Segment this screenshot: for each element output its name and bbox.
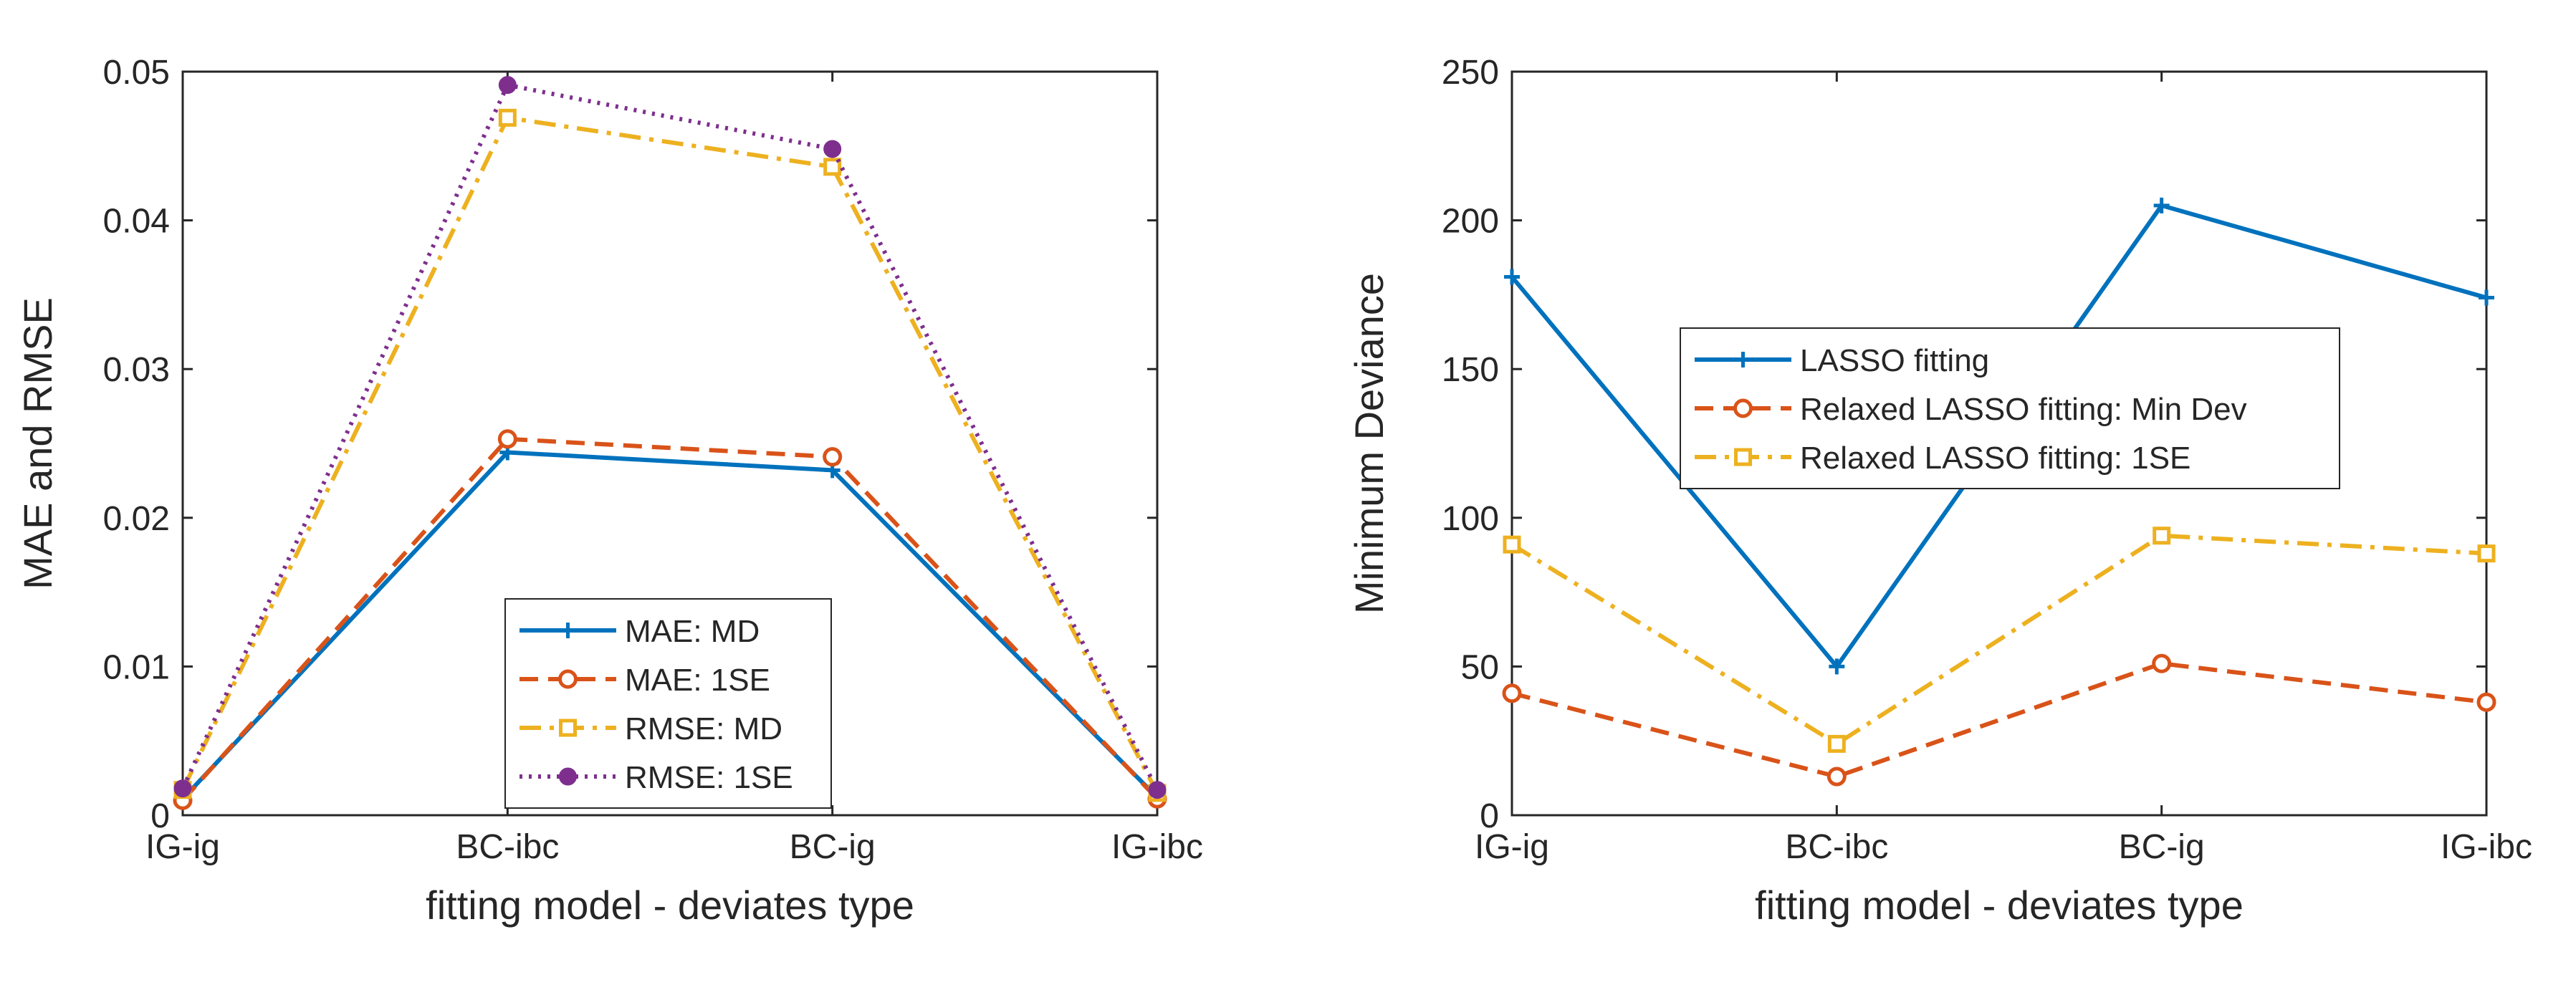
y-tick-label: 100	[1442, 500, 1499, 538]
legend-marker	[1734, 448, 1752, 466]
series-2	[1502, 653, 2496, 787]
data-point	[2479, 289, 2494, 306]
legend: MAE: MD MAE: 1SE RMSE: MD RMSE: 1SE	[504, 598, 832, 809]
legend-label: Relaxed LASSO fitting: 1SE	[1800, 441, 2190, 476]
x-tick-label: IG-ig	[145, 828, 220, 866]
series-line	[181, 450, 1159, 801]
data-point	[2476, 692, 2496, 712]
series-4	[173, 76, 1167, 799]
data-point	[1504, 269, 1520, 285]
data-point	[1826, 767, 1847, 787]
data-point	[823, 140, 842, 158]
chart-2: 0 50 100 150 200 250 IG-ig BC-ibc BC-ig IG-ibc fit…	[1346, 54, 2532, 928]
plot-area-frame	[181, 70, 1159, 817]
legend-marker	[560, 623, 576, 638]
y-tick-label: 0.04	[103, 203, 170, 241]
y-tick-label: 0.01	[103, 648, 170, 686]
data-point	[2153, 197, 2170, 213]
x-tick-label: IG-ig	[1475, 828, 1549, 866]
data-point	[498, 108, 517, 127]
y-tick-label: 50	[1461, 648, 1499, 686]
y-tick-label: 0	[150, 797, 170, 835]
x-axis-label: fitting model - deviates type	[426, 883, 914, 928]
y-axis-label: MAE and RMSE	[15, 297, 60, 590]
legend-label: MAE: 1SE	[625, 663, 770, 698]
chart-1: 0 0.01 0.02 0.03 0.04 0.05 IG-ig BC-ibc BC-ig IG-…	[15, 54, 1203, 928]
series-line	[1510, 533, 2487, 746]
series-line	[1511, 661, 2487, 779]
x-tick-label: BC-ig	[2119, 828, 2205, 866]
legend-label: MAE: MD	[625, 614, 760, 649]
data-point	[498, 76, 517, 95]
x-axis-label: fitting model - deviates type	[1755, 883, 2244, 928]
data-point	[2153, 527, 2171, 545]
data-point	[173, 779, 192, 798]
series-3	[1503, 527, 2496, 753]
y-tick-label: 0	[1480, 797, 1499, 835]
data-point	[1503, 535, 1521, 554]
y-tick-label: 0.02	[103, 500, 170, 538]
plot-area-frame	[1510, 70, 2488, 817]
x-tick-label: IG-ibc	[1111, 828, 1203, 866]
legend-label: Relaxed LASSO fitting: Min Dev	[1800, 392, 2247, 427]
data-point	[1827, 734, 1846, 753]
data-point	[2152, 653, 2172, 673]
data-point	[1148, 781, 1167, 799]
legend-marker	[1735, 352, 1751, 367]
legend-marker	[559, 719, 577, 737]
series-line	[181, 115, 1159, 794]
series-line	[181, 436, 1159, 802]
y-tick-label: 0.03	[103, 351, 170, 389]
legend-label: RMSE: 1SE	[625, 760, 793, 795]
y-tick-label: 0.05	[103, 54, 170, 92]
legend-marker	[558, 669, 578, 689]
x-tick-label: IG-ibc	[2441, 828, 2532, 866]
data-point	[2477, 544, 2496, 563]
legend-label: RMSE: MD	[625, 711, 782, 746]
legend-label: LASSO fitting	[1800, 343, 1989, 378]
x-tick-label: BC-ibc	[456, 828, 559, 866]
data-point	[1502, 683, 1522, 703]
y-tick-label: 150	[1442, 351, 1499, 389]
data-point	[823, 447, 843, 467]
legend-box	[504, 598, 832, 809]
y-tick-label: 200	[1442, 203, 1499, 241]
y-axis-label: Minimum Deviance	[1346, 273, 1392, 614]
legend-marker	[1733, 398, 1753, 418]
x-tick-label: BC-ibc	[1785, 828, 1888, 866]
legend: LASSO fitting Relaxed LASSO fitting: Min …	[1680, 327, 2340, 489]
x-tick-label: BC-ig	[790, 828, 876, 866]
data-point	[823, 158, 842, 176]
legend-marker	[559, 767, 577, 786]
data-point	[1829, 658, 1845, 675]
data-point	[497, 429, 517, 449]
y-tick-label: 250	[1442, 54, 1499, 92]
